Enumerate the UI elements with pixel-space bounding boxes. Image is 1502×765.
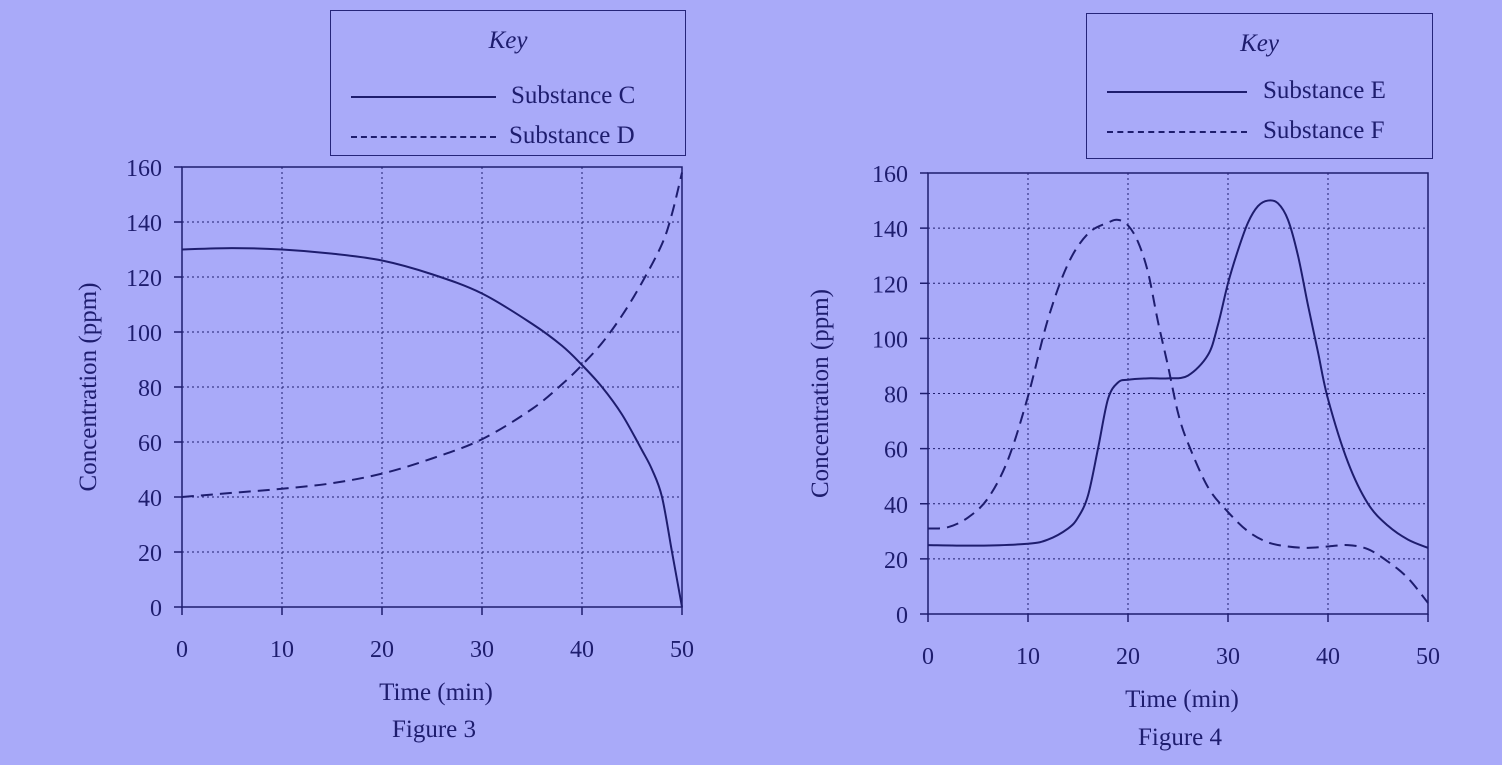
figure-4-key-title: Key: [1240, 30, 1279, 57]
figure-3-plot: 0 10 20 30 40 50 0 20 40 60 80 100 120 140 160 Time (mi…: [75, 156, 694, 706]
y-tick-label: 40: [884, 493, 908, 519]
y-tick-label: 160: [872, 162, 908, 188]
y-tick-label: 0: [896, 603, 908, 629]
figure-3-key-row-c: Substance C: [331, 81, 685, 111]
figure-4-key: Key Substance E Substance F: [1086, 13, 1433, 159]
dashed-line-swatch: [351, 136, 496, 138]
figure-3-key-title: Key: [488, 27, 528, 54]
series-line-substance-c: [181, 247, 683, 608]
x-axis-label: Time (min): [379, 679, 493, 706]
figure-4-key-label-f: Substance F: [1263, 117, 1385, 144]
series-line-substance-e: [927, 199, 1429, 549]
x-tick-label: 20: [370, 637, 394, 663]
y-tick-label: 160: [126, 156, 162, 182]
x-axis-label: Time (min): [1125, 686, 1239, 713]
series-line-substance-f: [927, 218, 1429, 604]
figure-3-key-label-d: Substance D: [509, 122, 635, 149]
x-tick-label: 10: [270, 637, 294, 663]
series-line-substance-d: [181, 172, 683, 498]
y-tick-label: 100: [872, 327, 908, 353]
y-tick-label: 20: [138, 541, 162, 567]
solid-line-swatch: [1107, 91, 1247, 93]
dashed-line-swatch: [1107, 131, 1247, 133]
y-tick-label: 80: [884, 383, 908, 409]
x-tick-label: 50: [1416, 644, 1440, 670]
y-axis-label: Concentration (ppm): [75, 283, 102, 492]
x-tick-label: 0: [176, 637, 188, 663]
y-tick-label: 20: [884, 548, 908, 574]
y-tick-label: 140: [126, 211, 162, 237]
x-tick-label: 0: [922, 644, 934, 670]
figure-4-caption: Figure 4: [1137, 724, 1223, 751]
x-tick-label: 50: [670, 637, 694, 663]
figure-4-key-label-e: Substance E: [1263, 77, 1386, 104]
x-tick-label: 30: [470, 637, 494, 663]
x-tick-label: 30: [1216, 644, 1240, 670]
y-tick-label: 80: [138, 376, 162, 402]
figure-4-key-row-f: Substance F: [1087, 116, 1432, 146]
y-tick-label: 120: [126, 266, 162, 292]
x-tick-label: 10: [1016, 644, 1040, 670]
figure-3-key-label-c: Substance C: [511, 82, 636, 109]
y-tick-label: 60: [138, 431, 162, 457]
y-tick-label: 60: [884, 438, 908, 464]
figure-3-caption: Figure 3: [391, 716, 477, 743]
figure-4-plot: 0 10 20 30 40 50 0 20 40 60 80 100 120 140 160 Time (mi…: [807, 162, 1440, 713]
y-tick-label: 120: [872, 272, 908, 298]
x-tick-label: 20: [1116, 644, 1140, 670]
y-tick-label: 100: [126, 321, 162, 347]
figure-4-key-row-e: Substance E: [1087, 76, 1432, 106]
y-tick-label: 0: [150, 596, 162, 622]
y-tick-label: 140: [872, 217, 908, 243]
x-tick-label: 40: [1316, 644, 1340, 670]
figure-3-key: Key Substance C Substance D: [330, 10, 686, 156]
figure-3-key-row-d: Substance D: [331, 121, 685, 151]
y-axis-label: Concentration (ppm): [807, 289, 834, 498]
x-tick-label: 40: [570, 637, 594, 663]
solid-line-swatch: [351, 96, 496, 98]
y-tick-label: 40: [138, 486, 162, 512]
